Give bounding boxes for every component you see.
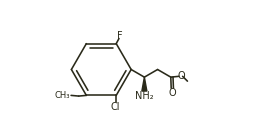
Text: F: F [117, 31, 122, 41]
Text: O: O [168, 88, 176, 98]
Polygon shape [142, 77, 147, 91]
Text: NH₂: NH₂ [135, 91, 154, 101]
Text: O: O [177, 71, 185, 81]
Text: CH₃: CH₃ [55, 91, 70, 100]
Text: Cl: Cl [111, 102, 120, 112]
